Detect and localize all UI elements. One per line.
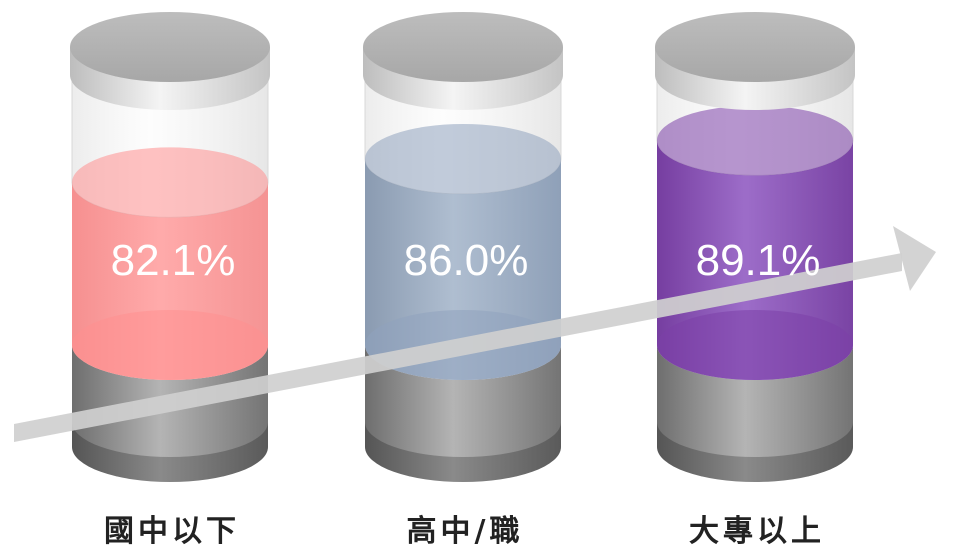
value-label-2: 86.0% — [404, 236, 529, 285]
cylinder-3 — [655, 12, 855, 482]
bar-surface-2 — [365, 124, 561, 194]
category-label-2: 高中/職 — [407, 514, 524, 549]
value-label-1: 82.1% — [111, 236, 236, 285]
cylinder-base — [657, 345, 853, 457]
cylinder-lid-top — [363, 12, 563, 82]
category-label-1: 國中以下 — [104, 514, 240, 549]
bar-surface-3 — [657, 105, 853, 176]
trend-arrow-shaft — [14, 253, 902, 442]
category-label-3: 大專以上 — [689, 514, 825, 549]
bar-bottom-1 — [72, 310, 268, 380]
bar-bottom-3 — [657, 310, 853, 380]
value-label-3: 89.1% — [696, 236, 821, 285]
cylinder-base — [365, 345, 561, 457]
cylinder-lid-top — [655, 12, 855, 82]
trend-arrow-head — [893, 226, 936, 291]
bar-surface-1 — [72, 147, 268, 218]
labels-layer: 82.1% 86.0% 89.1% 國中以下 高中/職 大專以上 — [104, 236, 825, 549]
cylinder-1 — [70, 12, 270, 482]
cylinder-lid-top — [70, 12, 270, 82]
trend-arrow — [14, 226, 936, 442]
cylinders-layer — [70, 12, 855, 482]
